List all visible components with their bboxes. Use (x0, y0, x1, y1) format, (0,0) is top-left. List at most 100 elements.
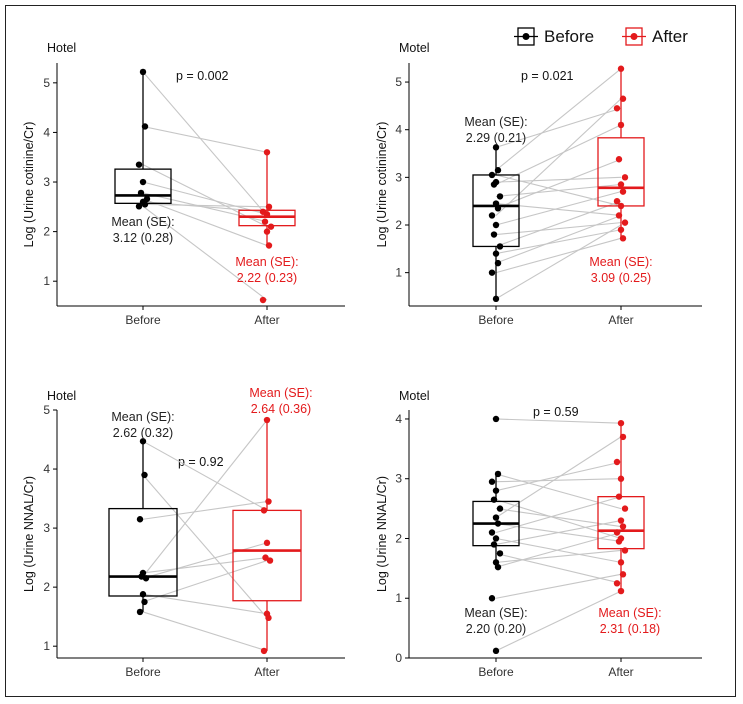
data-point (494, 167, 502, 174)
data-point (492, 221, 500, 229)
paired-line (495, 176, 622, 183)
data-point (142, 575, 150, 582)
paired-line (495, 183, 622, 197)
paired-line (142, 440, 268, 511)
mean-se-value: 3.12 (0.28) (113, 231, 173, 245)
paired-line (495, 436, 622, 519)
data-point (613, 105, 621, 112)
paired-line (495, 200, 622, 247)
data-point (265, 614, 272, 622)
data-point (496, 243, 504, 250)
paired-line (495, 508, 622, 528)
y-tick-label: 3 (43, 175, 50, 189)
box-iqr (472, 174, 520, 248)
panel-title: Hotel (47, 41, 76, 55)
x-tick-label: After (608, 313, 633, 327)
data-point (621, 505, 629, 512)
paired-line (495, 496, 622, 534)
mean-se-label: Mean (SE): (464, 115, 527, 129)
x-tick-label: Before (125, 665, 161, 679)
data-point (617, 226, 625, 233)
data-point (259, 296, 267, 304)
paired-line (495, 418, 622, 424)
mean-se-label: Mean (SE): (111, 410, 174, 424)
paired-line (495, 224, 622, 300)
data-point (266, 557, 274, 564)
data-point (141, 598, 148, 606)
panel-title: Hotel (47, 389, 76, 403)
data-point (139, 438, 147, 445)
paired-line (142, 71, 268, 217)
x-tick-label: Before (478, 665, 514, 679)
data-point (492, 250, 500, 257)
data-point (263, 211, 271, 218)
paired-line (495, 573, 622, 599)
data-point (139, 178, 147, 186)
paired-line (495, 520, 622, 545)
paired-line (495, 214, 622, 264)
data-point (619, 188, 627, 195)
x-tick-label: After (254, 665, 279, 679)
paired-line (142, 593, 268, 615)
paired-line (142, 611, 268, 652)
data-point (490, 496, 498, 503)
data-point (490, 541, 498, 548)
data-point (619, 571, 627, 578)
data-point (141, 123, 149, 130)
data-point (613, 580, 621, 587)
data-point (263, 416, 271, 424)
data-point (619, 433, 627, 441)
data-point (494, 520, 502, 527)
data-point (135, 203, 143, 210)
data-point (617, 517, 625, 524)
data-point (492, 647, 500, 655)
x-tick-label: After (608, 665, 633, 679)
data-point (263, 228, 271, 235)
y-tick-label: 2 (43, 225, 50, 239)
data-point (139, 591, 147, 598)
data-point (263, 539, 271, 547)
data-point (492, 487, 500, 494)
paired-line (495, 590, 622, 652)
panel-title: Motel (399, 389, 430, 403)
data-point (494, 259, 502, 267)
p-value-label: p = 0.021 (521, 69, 574, 83)
y-tick-label: 1 (43, 639, 50, 653)
data-point (260, 507, 268, 514)
y-tick-label: 1 (395, 591, 402, 605)
mean-se-label: Mean (SE): (249, 386, 312, 400)
data-point (136, 608, 144, 616)
x-tick-label: Before (478, 313, 514, 327)
data-point (490, 181, 498, 188)
data-point (615, 212, 623, 219)
paired-line (495, 191, 622, 226)
paired-line (495, 237, 622, 274)
data-point (617, 202, 625, 210)
data-point (261, 218, 269, 225)
paired-line (495, 552, 622, 584)
data-point (613, 197, 621, 205)
mean-se-label: Mean (SE): (235, 255, 298, 269)
paired-line (142, 205, 268, 301)
data-point (617, 65, 625, 72)
data-point (137, 189, 145, 197)
y-tick-label: 5 (395, 75, 402, 89)
data-point (619, 95, 627, 102)
data-point (141, 201, 149, 208)
data-point (260, 647, 268, 655)
data-point (619, 523, 627, 530)
data-point (492, 535, 500, 542)
mean-se-value: 2.31 (0.18) (600, 622, 660, 636)
paired-line (495, 478, 622, 483)
data-point (488, 595, 496, 602)
paired-line (495, 461, 622, 492)
data-point (496, 505, 504, 512)
data-point (615, 493, 623, 500)
data-point (621, 174, 629, 181)
mean-se-value: 2.22 (0.23) (237, 271, 297, 285)
panel-motel-cotinine: 1 2 3 4 5 Before After Motel Log (Urine cotinine… (375, 41, 702, 327)
data-point (617, 475, 625, 482)
data-point (617, 181, 625, 188)
data-point (613, 458, 621, 466)
